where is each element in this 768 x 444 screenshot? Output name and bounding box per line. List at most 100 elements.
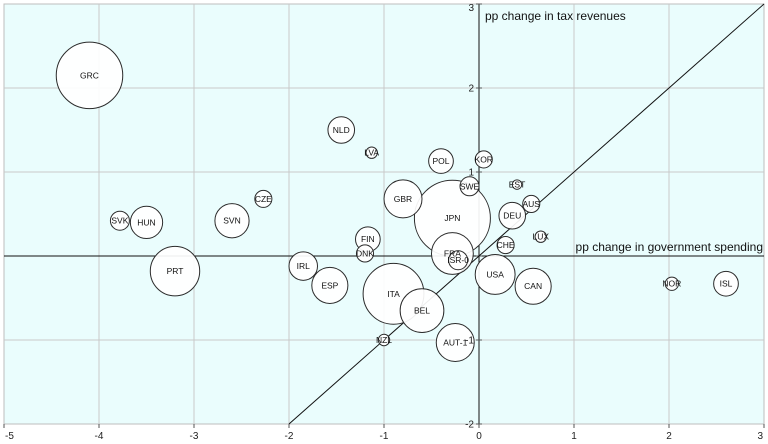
bubbles: GRC SVK HUN SVN CZE PRT IRL ESP NLD LVA FIN DNK ITA B… [55,41,739,363]
bubble-label: ESP [321,280,338,290]
bubble-circle [448,250,469,271]
bubble-label: JPN [444,213,460,223]
bubble-circle [534,230,547,243]
bubble-nor [664,276,679,291]
bubble-label: FRA [444,248,461,258]
bubble-label: PRT [167,266,184,276]
bubble-label: USA [486,269,504,279]
bubble-circle [355,244,375,263]
x-tick-label: -3 [190,431,199,442]
bubble-isl [713,270,739,297]
bubble-circle [522,194,541,213]
bubble-aut-1 [435,323,475,363]
bubble-swe [459,176,480,197]
bubble-label: ISL [720,279,733,289]
bubble-label: SVN [223,216,240,226]
bubble-label: LVA [364,148,379,158]
bubble-lux [534,230,547,243]
bubble-cze [254,189,273,208]
x-tick-label: 1 [571,431,577,442]
bubble-est [511,179,523,190]
bubble-circle [55,41,124,110]
bubble-label: ISR-0 [447,255,469,265]
bubble-circle [327,116,356,144]
bubble-label: AUT-1 [443,338,467,348]
x-tick-label: -2 [285,431,294,442]
bubble-usa [474,254,516,295]
bubble-label: FIN [361,234,375,244]
bubble-circle [428,148,454,174]
bubble-nld [327,116,356,144]
bubble-circle [511,179,523,190]
y-axis-label: pp change in tax revenues [485,9,626,23]
x-tick-label: 3 [757,431,763,442]
y-tick-label: 2 [468,84,474,95]
bubble-label: GBR [394,194,412,204]
x-axis-label: pp change in government spending [576,240,763,254]
x-tick-label: -1 [380,431,389,442]
bubble-label: LUX [532,232,549,242]
bubble-label: CHE [497,240,515,250]
bubble-label: GRC [80,70,99,80]
tick-labels: -5 -4 -3 -2 -1 0 1 2 3 -2 -1 1 2 3 [5,3,763,442]
bubble-circle [713,270,739,297]
diagonal-line [288,3,765,425]
bubble-aus [522,194,541,213]
bubble-circle [474,150,493,169]
bubble-label: KOR [475,154,493,164]
bubble-circle [109,210,130,231]
bubble-lva [365,146,378,159]
bubble-dnk [355,244,375,263]
bubble-nzl [377,333,391,347]
bubble-circle [435,323,475,363]
x-tick-label: 0 [476,431,482,442]
bubble-bel [399,288,445,333]
y-tick-label: 3 [468,3,474,14]
bubble-label: HUN [137,217,155,227]
bubble-circle [377,333,391,347]
bubble-circle [474,254,516,295]
bubble-label: CZE [255,194,272,204]
bubble-isr-0 [448,250,469,271]
x-tick-label: 2 [666,431,672,442]
bubble-circle [149,245,201,297]
bubble-label: IRL [297,261,311,271]
bubble-label: CAN [524,281,542,291]
bubble-circle [498,201,527,230]
bubble-circle [214,203,250,239]
bubble-circle [496,236,515,255]
diagonal-line-path [288,3,765,425]
y-tick-label: -2 [465,420,474,431]
bubble-kor [474,150,493,169]
bubble-label: NLD [333,125,350,135]
bubble-svk [109,210,130,231]
bubble-grc [55,41,124,110]
bubble-pol [428,148,454,174]
bubble-label: ITA [387,289,400,299]
bubble-can [514,267,552,305]
bubble-label: NZL [376,335,392,345]
bubble-irl [288,251,318,281]
bubble-label: SVK [111,216,128,226]
bubble-circle [664,276,679,291]
bubble-circle [288,251,318,281]
y-tick-label: -1 [465,336,474,347]
bubble-label: AUS [523,199,541,209]
bubble-hun [129,205,164,240]
x-tick-label: -5 [5,431,14,442]
bubble-gbr [383,179,423,219]
bubble-svn [214,203,250,239]
bubble-label: POL [432,156,449,166]
bubble-label: NOR [662,279,681,289]
bubble-label: SWE [460,181,480,191]
bubble-circle [383,179,423,219]
bubble-prt [149,245,201,297]
y-tick-label: 1 [468,168,474,179]
bubble-circle [254,189,273,208]
x-tick-label: -4 [95,431,104,442]
bubble-esp [311,266,349,304]
bubble-circle [311,266,349,304]
bubble-label: DEU [503,211,521,221]
bubble-deu [498,201,527,230]
bubble-circle [514,267,552,305]
